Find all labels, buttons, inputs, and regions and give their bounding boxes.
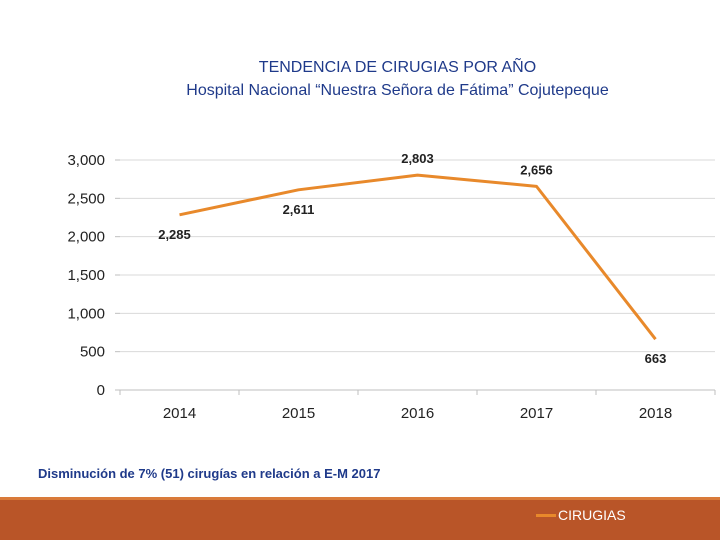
x-tick-label-2016: 2016: [401, 405, 434, 422]
x-tick-labels: 2014 2015 2016 2017 2018: [163, 405, 672, 422]
data-label-2016: 2,803: [401, 151, 434, 166]
x-tick-label-2017: 2017: [520, 405, 553, 422]
y-tick-labels: 0 500 1,000 1,500 2,000 2,500 3,000: [67, 152, 105, 399]
y-tick-label: 0: [97, 382, 105, 399]
legend: CIRUGIAS: [536, 507, 626, 523]
y-tick-label: 2,000: [67, 229, 105, 246]
gridlines: [120, 159, 715, 353]
series-lines: [179, 173, 657, 341]
footer-bar: [0, 497, 720, 540]
data-label-2017: 2,656: [520, 162, 553, 177]
x-tick-label-2015: 2015: [282, 405, 315, 422]
legend-line-swatch: [536, 513, 556, 517]
x-tick-label-2018: 2018: [639, 405, 672, 422]
y-tick-label: 2,500: [67, 190, 105, 207]
data-label-2018: 663: [645, 351, 667, 366]
data-label-2014: 2,285: [158, 227, 191, 242]
x-tick-label-2014: 2014: [163, 405, 196, 422]
y-tick-label: 1,500: [67, 267, 105, 284]
data-label-2015: 2,611: [283, 202, 315, 217]
legend-label: CIRUGIAS: [558, 507, 626, 523]
series-line-cirugias: [179, 173, 657, 341]
decrease-note: Disminución de 7% (51) cirugías en relac…: [38, 466, 381, 481]
chart-title: TENDENCIA DE CIRUGIAS POR AÑO: [258, 59, 537, 76]
y-tick-label: 3,000: [67, 152, 105, 169]
y-tick-label: 500: [80, 344, 105, 361]
chart-title-block: TENDENCIA DE CIRUGIAS POR AÑO Hospital N…: [0, 56, 720, 102]
axes: [115, 159, 716, 395]
footer-accent-line: [0, 497, 720, 500]
chart-subtitle: Hospital Nacional “Nuestra Señora de Fát…: [186, 82, 609, 99]
data-labels: 2,285 2,611 2,803 2,656 663: [158, 151, 666, 366]
y-tick-label: 1,000: [67, 305, 105, 322]
